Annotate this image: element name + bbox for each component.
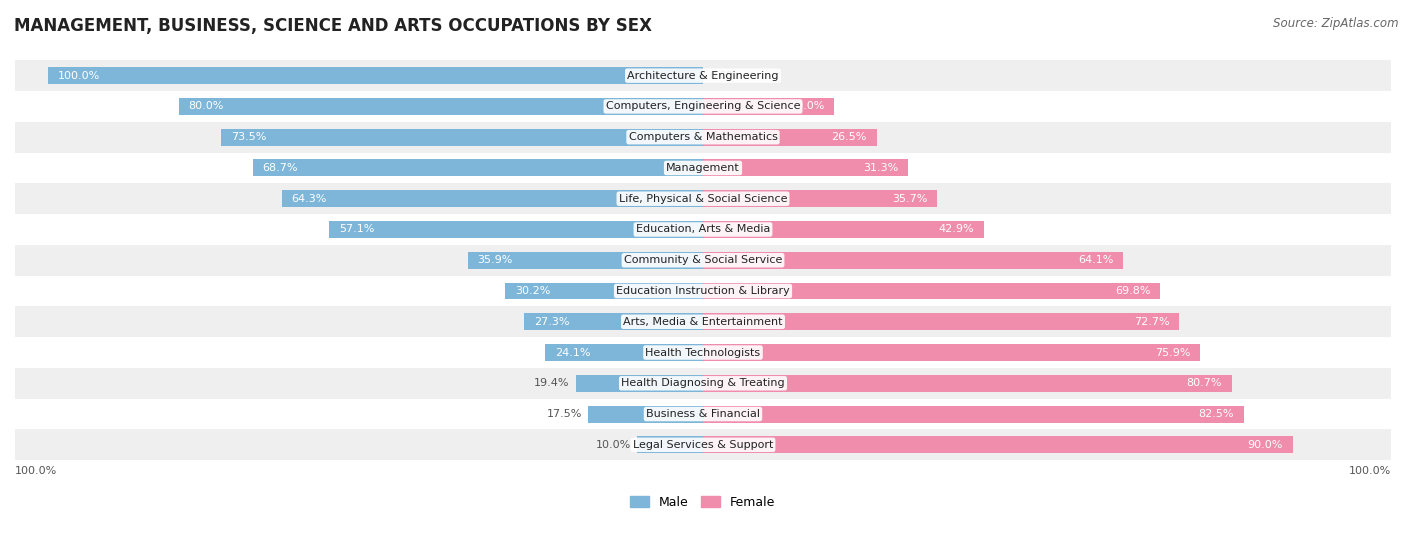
Bar (703, 221, 984, 238)
Text: 10.0%: 10.0% (596, 440, 631, 450)
Bar (221, 129, 703, 146)
Text: 42.9%: 42.9% (939, 225, 974, 234)
Text: 72.7%: 72.7% (1133, 317, 1170, 327)
Bar (253, 159, 703, 177)
Bar (703, 98, 834, 115)
Text: Arts, Media & Entertainment: Arts, Media & Entertainment (623, 317, 783, 327)
Bar (281, 190, 703, 207)
Text: 64.1%: 64.1% (1078, 255, 1114, 265)
Bar (703, 375, 1232, 392)
Bar (703, 129, 876, 146)
Text: 31.3%: 31.3% (863, 163, 898, 173)
Bar (703, 344, 1201, 361)
Text: 35.9%: 35.9% (478, 255, 513, 265)
Text: 27.3%: 27.3% (534, 317, 569, 327)
Text: Computers & Mathematics: Computers & Mathematics (628, 132, 778, 142)
Bar (576, 375, 703, 392)
Bar (703, 159, 908, 177)
Text: 69.8%: 69.8% (1115, 286, 1150, 296)
Text: 75.9%: 75.9% (1154, 348, 1191, 358)
Text: Life, Physical & Social Science: Life, Physical & Social Science (619, 194, 787, 203)
Bar (703, 190, 936, 207)
Text: 100.0%: 100.0% (15, 466, 58, 476)
Bar (15, 122, 1391, 153)
Text: Business & Financial: Business & Financial (645, 409, 761, 419)
Bar (15, 306, 1391, 337)
Text: 80.0%: 80.0% (188, 101, 224, 111)
Bar (703, 282, 1160, 300)
Bar (15, 368, 1391, 399)
Text: 24.1%: 24.1% (555, 348, 591, 358)
Bar (588, 406, 703, 423)
Bar (15, 183, 1391, 214)
Text: 26.5%: 26.5% (831, 132, 868, 142)
Text: 90.0%: 90.0% (1247, 440, 1282, 450)
Bar (15, 337, 1391, 368)
Text: 57.1%: 57.1% (339, 225, 374, 234)
Text: Education, Arts & Media: Education, Arts & Media (636, 225, 770, 234)
Bar (637, 437, 703, 453)
Bar (15, 153, 1391, 183)
Text: 100.0%: 100.0% (58, 70, 100, 80)
Text: Health Diagnosing & Treating: Health Diagnosing & Treating (621, 378, 785, 389)
Text: MANAGEMENT, BUSINESS, SCIENCE AND ARTS OCCUPATIONS BY SEX: MANAGEMENT, BUSINESS, SCIENCE AND ARTS O… (14, 17, 652, 35)
Text: Education Instruction & Library: Education Instruction & Library (616, 286, 790, 296)
Text: 68.7%: 68.7% (263, 163, 298, 173)
Bar (15, 91, 1391, 122)
Bar (703, 313, 1180, 330)
Text: 19.4%: 19.4% (534, 378, 569, 389)
Text: Legal Services & Support: Legal Services & Support (633, 440, 773, 450)
Bar (15, 245, 1391, 276)
Text: 35.7%: 35.7% (891, 194, 927, 203)
Text: 20.0%: 20.0% (789, 101, 824, 111)
Bar (15, 60, 1391, 91)
Bar (48, 67, 703, 84)
Bar (505, 282, 703, 300)
Bar (468, 252, 703, 269)
Text: 17.5%: 17.5% (547, 409, 582, 419)
Text: Architecture & Engineering: Architecture & Engineering (627, 70, 779, 80)
Text: Health Technologists: Health Technologists (645, 348, 761, 358)
Bar (179, 98, 703, 115)
Bar (15, 429, 1391, 460)
Bar (703, 252, 1123, 269)
Text: Source: ZipAtlas.com: Source: ZipAtlas.com (1274, 17, 1399, 30)
Text: 100.0%: 100.0% (1348, 466, 1391, 476)
Bar (15, 214, 1391, 245)
Text: 80.7%: 80.7% (1187, 378, 1222, 389)
Text: Community & Social Service: Community & Social Service (624, 255, 782, 265)
Bar (329, 221, 703, 238)
Text: 64.3%: 64.3% (291, 194, 326, 203)
Text: Management: Management (666, 163, 740, 173)
Text: 30.2%: 30.2% (515, 286, 550, 296)
Bar (15, 399, 1391, 429)
Text: 82.5%: 82.5% (1198, 409, 1233, 419)
Legend: Male, Female: Male, Female (626, 491, 780, 514)
Text: 73.5%: 73.5% (231, 132, 267, 142)
Bar (546, 344, 703, 361)
Bar (703, 406, 1243, 423)
Bar (15, 276, 1391, 306)
Text: Computers, Engineering & Science: Computers, Engineering & Science (606, 101, 800, 111)
Text: 0.0%: 0.0% (710, 70, 738, 80)
Bar (703, 437, 1292, 453)
Bar (524, 313, 703, 330)
